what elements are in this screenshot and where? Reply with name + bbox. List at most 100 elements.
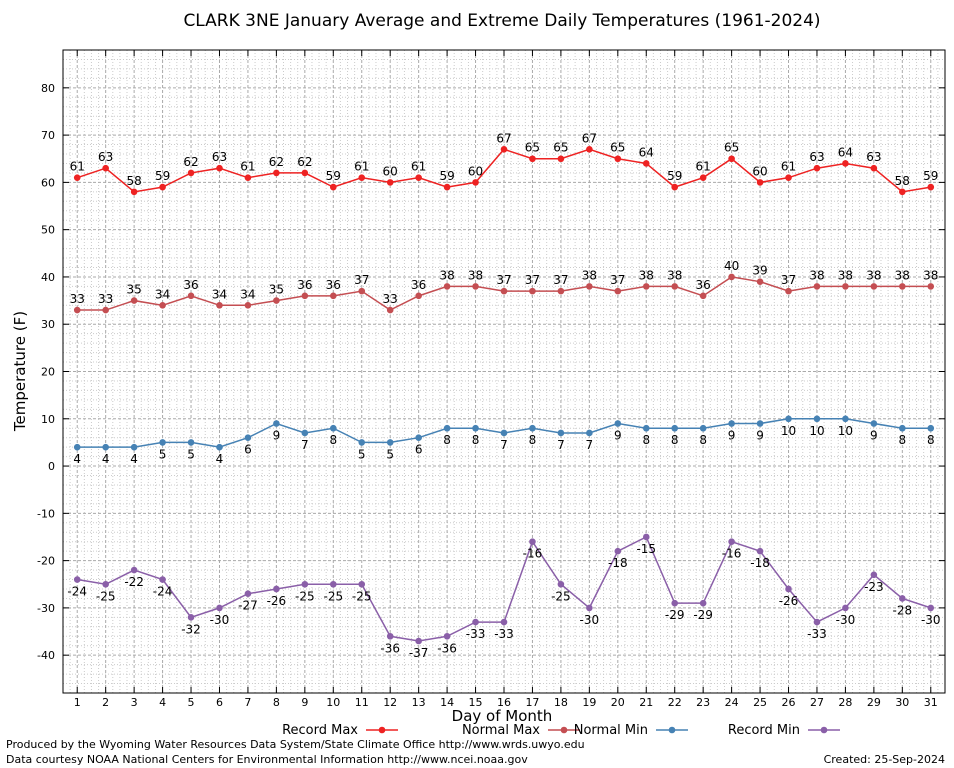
data-label: -29 (665, 608, 685, 622)
data-point (187, 614, 195, 621)
data-label: 61 (240, 160, 255, 174)
data-point (842, 415, 849, 423)
data-label: 61 (70, 160, 85, 174)
data-label: 7 (301, 438, 309, 452)
data-label: 8 (927, 433, 935, 447)
data-label: 33 (98, 292, 113, 306)
data-label: 33 (383, 292, 398, 306)
data-point (642, 160, 650, 167)
legend-marker (668, 726, 676, 734)
data-point (813, 415, 821, 423)
data-label: 34 (212, 287, 227, 301)
data-point (216, 302, 223, 309)
data-label: 8 (671, 433, 679, 447)
x-tick-label: 10 (326, 696, 340, 709)
y-tick-label: 80 (41, 82, 55, 95)
data-label: -22 (124, 575, 144, 589)
data-point (642, 424, 650, 432)
data-label: 64 (838, 145, 853, 159)
data-point (329, 292, 337, 300)
data-point (472, 618, 479, 626)
series-normal-max: 33 33 35 34 36 34 34 35 36 36 37 33 36 38 38 37 37 37 38 37… (70, 259, 938, 314)
x-tick-label: 12 (383, 696, 397, 709)
x-axis-ticks: 1 2 3 4 5 6 7 8 9 10 11 12 13 14 15 16 17 18 19 20 21 22 23 24 2… (74, 50, 938, 709)
data-point (102, 580, 109, 588)
data-label: 8 (529, 433, 537, 447)
data-point (358, 174, 366, 181)
data-label: 38 (895, 268, 910, 282)
data-point (130, 297, 138, 304)
x-tick-label: 27 (810, 696, 824, 709)
data-label: 61 (411, 160, 426, 174)
data-label: 60 (468, 164, 483, 178)
legend-item-record-min: Record Min (728, 723, 840, 738)
data-label: -28 (893, 603, 913, 617)
chart-title: CLARK 3NE January Average and Extreme Da… (183, 11, 820, 31)
data-label: 6 (415, 443, 423, 457)
data-point (130, 566, 138, 574)
data-label: 38 (582, 268, 597, 282)
data-point (899, 595, 906, 602)
data-point (785, 287, 792, 295)
series-normal-min: 4 4 4 5 5 4 6 9 7 8 5 5 6 8 8 7 8 7 7 9 8 8 8 9 9 10 10 10 9 8 8 (73, 415, 935, 466)
data-label: -25 (323, 589, 343, 603)
data-label: -15 (636, 542, 656, 556)
y-tick-label: -10 (37, 507, 55, 520)
data-point (500, 145, 508, 153)
data-point (301, 580, 309, 588)
x-tick-label: 24 (725, 696, 739, 709)
data-point (671, 283, 679, 290)
y-tick-label: 50 (41, 224, 55, 237)
data-label: 36 (326, 278, 341, 292)
x-tick-label: 21 (639, 696, 653, 709)
data-point (699, 424, 707, 432)
data-point (813, 618, 821, 626)
data-point (415, 434, 422, 441)
data-label: 38 (838, 268, 853, 282)
y-tick-label: 60 (41, 176, 55, 189)
data-label: 5 (358, 447, 366, 461)
x-tick-label: 23 (696, 696, 710, 709)
data-label: 4 (216, 452, 224, 466)
data-point (842, 283, 849, 290)
legend-marker (820, 726, 828, 734)
data-label: 59 (667, 169, 682, 183)
data-point (216, 604, 223, 612)
data-label: 8 (443, 433, 451, 447)
x-tick-label: 30 (895, 696, 909, 709)
data-point (472, 179, 479, 186)
data-point (586, 145, 593, 153)
data-label: -33 (466, 627, 486, 641)
data-label: 38 (439, 268, 454, 282)
data-label: 65 (724, 141, 739, 155)
series-record-min: -24 -25-22-24-32-30-27 -26 -25 -25 -25-36 -37-… (67, 533, 941, 660)
data-point (216, 443, 223, 451)
data-label: -32 (181, 622, 201, 636)
data-label: 58 (126, 174, 141, 188)
data-point (614, 287, 622, 295)
data-label: 62 (297, 155, 312, 169)
data-label: -24 (153, 585, 173, 599)
data-label: 10 (838, 424, 853, 438)
data-point (386, 632, 394, 640)
data-point (927, 183, 935, 191)
data-label: 38 (468, 268, 483, 282)
x-tick-label: 28 (838, 696, 852, 709)
data-label: 36 (297, 278, 312, 292)
footer-data-courtesy: Data courtesy NOAA National Centers for … (6, 753, 528, 766)
legend-marker (560, 726, 568, 734)
data-label: 7 (586, 438, 594, 452)
x-tick-label: 20 (611, 696, 625, 709)
data-point (472, 283, 479, 290)
data-label: 37 (354, 273, 369, 287)
data-label: 67 (582, 131, 597, 145)
data-point (899, 188, 906, 196)
data-label: 34 (240, 287, 255, 301)
x-tick-label: 7 (244, 696, 251, 709)
data-point (813, 283, 821, 290)
data-label: 61 (781, 160, 796, 174)
data-label: -23 (864, 580, 884, 594)
data-point (102, 164, 109, 172)
x-tick-label: 22 (668, 696, 682, 709)
